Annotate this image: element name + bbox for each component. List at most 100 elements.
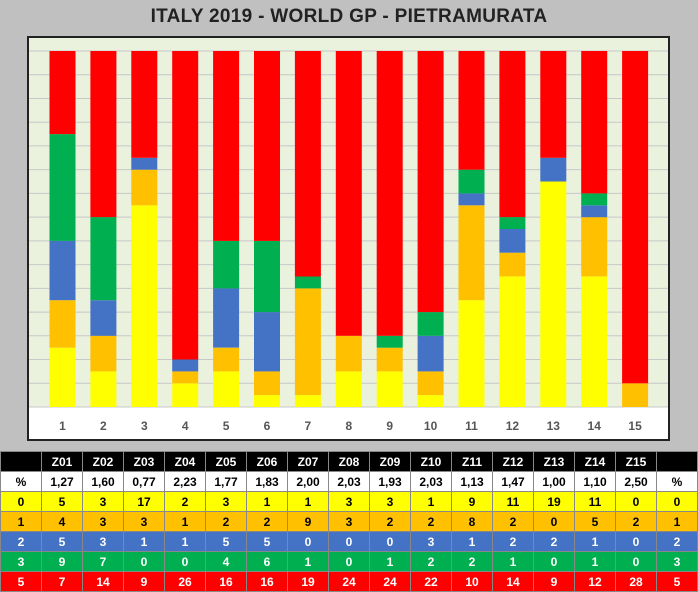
bar-segment [294,395,321,407]
table-header-row: Z01 Z02 Z03 Z04 Z05 Z06 Z07 Z08 Z09 Z10 Z11 Z12 Z13 Z… [0,451,698,472]
table-cell: 2 [533,531,575,552]
table-cell: 0 [533,551,575,572]
table-cell: 0,77 [123,471,165,492]
table-cell: 0 [615,551,657,572]
table-cell: 1 [574,531,616,552]
table-cell: 9 [123,571,165,592]
bar-segment [172,51,199,360]
table-cell: 1,10 [574,471,616,492]
bar-segment [540,51,567,158]
table-cell: 2,50 [615,471,657,492]
table-cell: 2 [205,511,247,532]
table-row: 0 5 3 17 2 3 1 1 3 3 1 9 11 19 11 0 0 [0,491,698,512]
table-cell: 14 [492,571,534,592]
table-cell: 0 [615,491,657,512]
x-tick-label: 6 [264,419,271,433]
table-cell: 5 [656,571,698,592]
table-cell: 19 [287,571,329,592]
x-tick-label: 4 [182,419,189,433]
table-cell: 1,77 [205,471,247,492]
table-cell: 3 [82,491,124,512]
table-cell: 1 [656,511,698,532]
x-tick-label: 11 [465,419,478,433]
table-cell: 2 [246,511,288,532]
bar-segment [254,312,280,372]
bar-segment [172,371,199,384]
table-cell: 5 [574,511,616,532]
x-tick-label: 14 [588,419,602,433]
bar-segment [376,371,403,407]
bar-segment [254,51,280,241]
bar-segment [213,240,240,289]
bar-segment [458,205,485,301]
bar-segment [417,335,444,372]
bar-segment [335,51,362,336]
bar-segment [172,359,199,372]
x-tick-label: 12 [506,419,520,433]
bar-segment [90,51,117,218]
table-cell: 0 [328,551,370,572]
bar-segment [49,134,76,241]
table-cell: 26 [164,571,206,592]
bar-segment [581,193,608,206]
table-cell: 3 [205,491,247,512]
table-cell: 7 [41,571,83,592]
table-cell: 9 [533,571,575,592]
table-cell: 2 [492,511,534,532]
bar-segment [131,205,158,407]
chart-frame: 1 2 3 4 5 6 7 8 9 10 11 12 13 14 15 [27,36,670,441]
bar-segment [417,371,444,396]
header-cell: Z02 [82,451,124,472]
table-cell: 3 [328,491,370,512]
bar-segment [90,335,117,372]
bar-segment [49,240,76,301]
header-cell: Z14 [574,451,616,472]
table-cell: 0 [656,491,698,512]
bar-segment [499,252,526,277]
table-cell: 2,00 [287,471,329,492]
table-cell: 24 [369,571,411,592]
table-cell: 11 [492,491,534,512]
table-cell: 0 [328,531,370,552]
bar-segment [499,51,526,218]
table-cell: 2 [656,531,698,552]
table-cell: 0 [369,531,411,552]
table-cell: 11 [574,491,616,512]
table-cell: 14 [82,571,124,592]
zone-table: Z01 Z02 Z03 Z04 Z05 Z06 Z07 Z08 Z09 Z10 Z11 Z12 Z13 Z… [0,451,698,592]
bar-segment [213,371,240,407]
x-tick-label: 3 [141,419,148,433]
table-cell: 9 [451,491,493,512]
table-cell: 4 [205,551,247,572]
chart-title: ITALY 2019 - WORLD GP - PIETRAMURATA [150,6,548,27]
bar-segment [213,288,240,348]
table-cell: 7 [82,551,124,572]
table-cell: 2,23 [164,471,206,492]
table-cell: 2 [492,531,534,552]
bar-segment [49,300,76,348]
table-cell: 10 [451,571,493,592]
table-cell: 1,13 [451,471,493,492]
x-tick-label: 1 [59,419,66,433]
table-cell: 5 [246,531,288,552]
table-cell: 3 [82,531,124,552]
bar-segment [335,335,362,372]
table-cell: 1,00 [533,471,575,492]
table-cell: 1,93 [369,471,411,492]
table-cell: 1 [492,551,534,572]
header-cell: Z10 [410,451,452,472]
table-cell: 24 [328,571,370,592]
bar-segment [499,229,526,253]
table-cell: 9 [287,511,329,532]
bar-segment [499,276,526,407]
header-cell: Z05 [205,451,247,472]
bar-segment [376,347,403,372]
bar-segment [254,371,280,396]
bar-segment [376,51,403,336]
table-cell: 2 [369,511,411,532]
header-cell: Z07 [287,451,329,472]
header-cell [656,451,698,472]
bar-segment [131,157,158,170]
